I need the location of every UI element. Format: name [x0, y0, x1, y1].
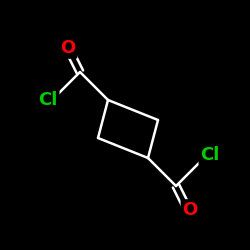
Text: O: O — [60, 39, 76, 57]
Text: O: O — [182, 201, 198, 219]
Text: Cl: Cl — [38, 91, 58, 109]
Text: Cl: Cl — [200, 146, 220, 164]
